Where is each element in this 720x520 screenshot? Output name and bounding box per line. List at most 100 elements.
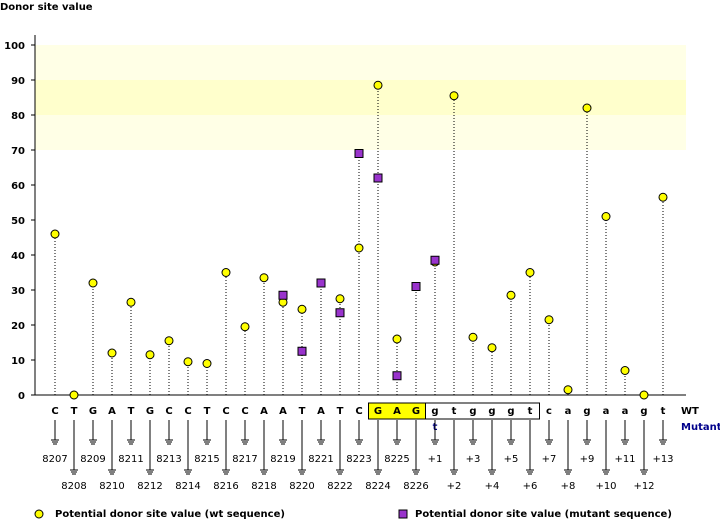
y-tick-label-50: 50 <box>11 216 25 227</box>
base-label-7: C <box>184 406 191 417</box>
wt-point-11 <box>259 273 269 283</box>
legend-mutant-marker <box>398 509 408 519</box>
position-label-8: 8215 <box>194 454 219 465</box>
mutant-point-14 <box>316 278 326 288</box>
base-label-6: C <box>165 406 172 417</box>
y-tick-label-20: 20 <box>11 321 25 332</box>
y-tick-label-60: 60 <box>11 181 25 192</box>
base-label-31: g <box>640 406 647 417</box>
base-label-17: G <box>374 406 382 417</box>
mutant-point-13 <box>297 346 307 356</box>
position-label-30: +11 <box>614 454 635 465</box>
base-label-5: G <box>146 406 154 417</box>
wt-point-16 <box>354 243 364 253</box>
intron-box <box>425 402 540 420</box>
base-label-27: a <box>565 406 572 417</box>
legend-wt-label: Potential donor site value (wt sequence) <box>55 509 285 520</box>
position-label-6: 8213 <box>156 454 181 465</box>
wt-point-17 <box>373 80 383 90</box>
highlight-band-0 <box>35 80 686 115</box>
base-label-2: G <box>89 406 97 417</box>
wt-point-15 <box>335 294 345 304</box>
position-label-27: +8 <box>561 481 576 492</box>
base-label-15: T <box>337 406 344 417</box>
highlight-band-1 <box>35 115 686 150</box>
base-labels: CTGATGCCTCCAATATCGAGgttgggtcagaagt <box>51 406 665 433</box>
base-label-29: a <box>603 406 610 417</box>
wt-point-6 <box>164 336 174 346</box>
wt-point-1 <box>69 390 79 400</box>
wt-point-21 <box>449 91 459 101</box>
wt-point-25 <box>525 268 535 277</box>
position-label-28: +9 <box>580 454 595 465</box>
mutant-point-16 <box>354 149 364 158</box>
position-label-32: +13 <box>652 454 673 465</box>
wt-point-29 <box>601 212 611 221</box>
base-label-23: g <box>488 406 495 417</box>
mutant-point-20 <box>430 255 440 265</box>
position-label-20: +1 <box>428 454 443 465</box>
position-label-2: 8209 <box>80 454 105 465</box>
stems <box>54 85 664 395</box>
wt-point-28 <box>582 103 592 113</box>
wt-point-9 <box>221 268 231 277</box>
mutant-point-17 <box>373 173 383 183</box>
wt-point-5 <box>145 350 155 360</box>
y-tick-label-90: 90 <box>11 76 25 87</box>
position-label-1: 8208 <box>61 481 86 492</box>
boxed-bases <box>368 402 540 420</box>
base-label-13: T <box>299 406 306 417</box>
y-tick-label-40: 40 <box>11 251 25 262</box>
wt-point-0 <box>50 229 60 239</box>
position-label-17: 8224 <box>365 481 390 492</box>
wt-point-27 <box>563 385 573 395</box>
position-label-18: 8225 <box>384 454 409 465</box>
wt-point-23 <box>487 343 497 353</box>
position-label-21: +2 <box>447 481 462 492</box>
position-label-3: 8210 <box>99 481 124 492</box>
wt-point-24 <box>506 290 516 300</box>
position-label-31: +12 <box>633 481 654 492</box>
position-label-14: 8221 <box>308 454 333 465</box>
base-label-4: T <box>128 406 135 417</box>
base-label-30: a <box>622 406 629 417</box>
base-label-8: T <box>204 406 211 417</box>
position-label-13: 8220 <box>289 481 314 492</box>
highlight-bands <box>35 45 686 150</box>
wt-row-label: WT <box>681 406 699 417</box>
base-label-18: A <box>393 406 401 417</box>
mutant-point-19 <box>411 282 421 291</box>
base-label-20: g <box>431 406 438 417</box>
wt-point-3 <box>107 348 117 358</box>
position-label-0: 8207 <box>42 454 67 465</box>
wt-point-18 <box>392 334 402 344</box>
wt-point-2 <box>88 278 98 288</box>
wt-point-4 <box>126 297 136 307</box>
position-label-7: 8214 <box>175 481 200 492</box>
wt-point-30 <box>620 366 630 375</box>
base-label-3: A <box>108 406 116 417</box>
position-label-26: +7 <box>542 454 557 465</box>
y-tick-label-10: 10 <box>11 356 25 367</box>
mutant-point-12 <box>278 290 288 300</box>
base-label-24: g <box>507 406 514 417</box>
mutant-row-label: Mutant <box>681 422 720 433</box>
position-label-15: 8222 <box>327 481 352 492</box>
position-label-9: 8216 <box>213 481 238 492</box>
chart-title: Donor site value <box>0 2 93 13</box>
position-label-24: +5 <box>504 454 519 465</box>
base-label-10: C <box>241 406 248 417</box>
position-label-11: 8218 <box>251 481 276 492</box>
y-tick-label-30: 30 <box>11 286 25 297</box>
base-label-25: t <box>528 406 533 417</box>
position-markers: 8207 8208 8209 8210 8211 8212 8213 8214 8215 8216… <box>42 420 674 492</box>
position-label-22: +3 <box>466 454 481 465</box>
wt-point-8 <box>202 359 212 368</box>
y-axis: 0 10 20 30 40 50 60 70 80 90 100 <box>4 35 686 402</box>
base-label-28: g <box>583 406 590 417</box>
wt-point-22 <box>468 332 478 342</box>
base-label-19: G <box>412 406 420 417</box>
position-label-29: +10 <box>595 481 616 492</box>
mutant-series <box>278 149 440 381</box>
